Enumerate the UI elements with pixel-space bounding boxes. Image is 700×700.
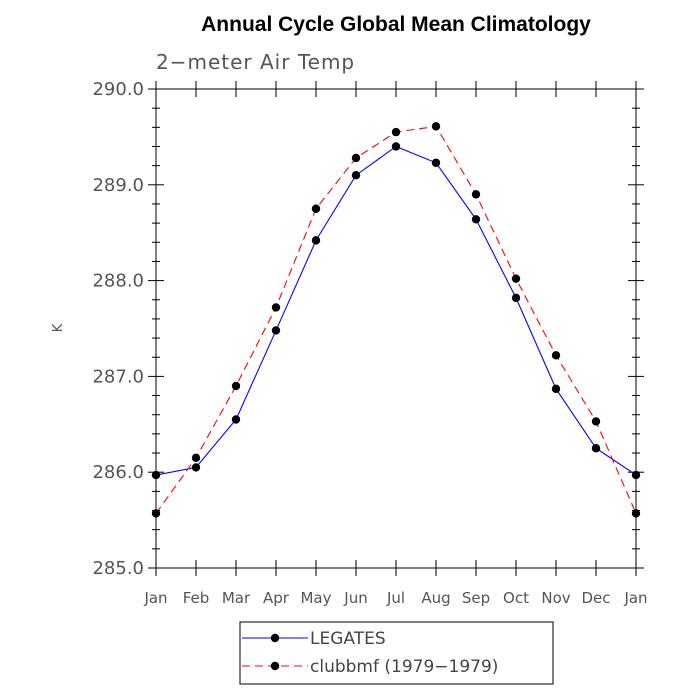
data-point-series-0: [551, 384, 561, 394]
x-tick-label: May: [300, 589, 331, 607]
data-point-series-0: [191, 463, 201, 472]
data-point-series-0: [151, 470, 161, 480]
x-tick-label: Nov: [541, 589, 570, 607]
x-axis-ticks: Jan Feb Mar Apr May Jun Jul Aug Sep Oct Nov Dec Jan: [143, 81, 648, 607]
y-tick-label: 290.0: [92, 79, 144, 100]
y-axis-label: K: [51, 323, 66, 332]
x-tick-label: Mar: [222, 589, 251, 607]
legend-label-0: LEGATES: [310, 629, 386, 649]
data-point-series-1: [151, 509, 161, 518]
data-point-series-0: [351, 171, 361, 180]
data-point-series-1: [311, 204, 321, 213]
x-tick-label: Apr: [263, 589, 290, 607]
x-tick-label: Jun: [343, 589, 367, 607]
data-point-series-1: [271, 303, 281, 312]
chart-title: Annual Cycle Global Mean Climatology: [201, 13, 591, 36]
data-point-series-1: [551, 351, 561, 360]
legend-box: [239, 621, 554, 685]
data-point-series-0: [431, 158, 441, 167]
x-tick-label: Jan: [623, 589, 647, 607]
data-point-series-1: [511, 274, 521, 283]
y-tick-label: 288.0: [92, 271, 144, 292]
data-point-series-1: [191, 453, 201, 463]
series-line-0: [155, 145, 637, 476]
x-tick-label: Feb: [183, 589, 210, 607]
data-point-series-1: [391, 127, 401, 137]
y-tick-label: 289.0: [92, 175, 144, 196]
data-point-series-1: [431, 122, 441, 131]
data-point-series-1: [231, 381, 241, 391]
y-tick-label: 285.0: [92, 558, 144, 579]
x-tick-label: Dec: [581, 589, 610, 607]
y-tick-label: 286.0: [92, 462, 144, 483]
data-point-series-1: [351, 153, 361, 163]
legend-marker-0: [270, 633, 280, 643]
series-line-1: [155, 125, 637, 514]
y-tick-label: 287.0: [92, 366, 144, 387]
data-point-series-0: [271, 326, 281, 335]
y-axis-ticks: 285.0 286.0 287.0 288.0 289.0 290.0: [92, 79, 644, 579]
data-point-series-0: [471, 215, 481, 224]
data-point-series-0: [231, 415, 241, 424]
series-layer: [151, 122, 641, 518]
data-point-series-0: [511, 293, 521, 303]
plot-area-frame: [155, 88, 637, 569]
x-tick-label: Sep: [462, 589, 490, 607]
x-tick-label: Aug: [421, 589, 450, 607]
x-tick-label: Jan: [143, 589, 167, 607]
legend-marker-1: [270, 661, 280, 671]
data-point-series-1: [631, 509, 641, 518]
data-point-series-0: [631, 470, 641, 480]
data-point-series-1: [471, 190, 481, 199]
data-point-series-1: [591, 417, 601, 426]
legend-label-1: clubbmf (1979−1979): [310, 657, 498, 677]
data-point-series-0: [391, 142, 401, 151]
x-tick-label: Oct: [503, 589, 529, 607]
chart-subtitle: 2−meter Air Temp: [156, 50, 355, 74]
legend: LEGATES clubbmf (1979−1979): [239, 621, 554, 685]
data-point-series-0: [591, 444, 601, 453]
data-point-series-0: [311, 236, 321, 245]
x-tick-label: Jul: [386, 589, 405, 607]
